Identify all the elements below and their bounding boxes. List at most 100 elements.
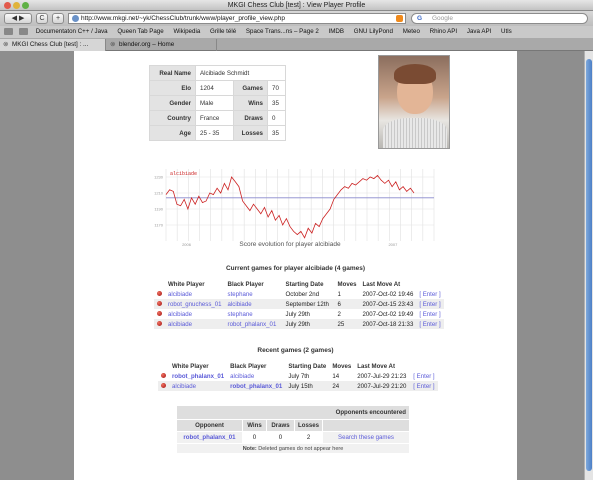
browser-toolbar: ◀ ▶ C + http://www.mkgi.net/~yk/ChessClu…: [0, 11, 593, 26]
y-tick-label: 1230: [154, 175, 164, 180]
white-player-link[interactable]: alcibiade: [168, 310, 193, 318]
back-forward-buttons[interactable]: ◀ ▶: [4, 13, 32, 24]
age-label: Age: [149, 125, 196, 141]
close-window-icon[interactable]: [4, 2, 11, 9]
black-player-link[interactable]: robot_phalanx_01: [227, 320, 277, 328]
enter-game-link[interactable]: [ Enter ]: [419, 300, 441, 308]
enter-cell[interactable]: [ Enter ]: [416, 309, 443, 319]
enter-game-link[interactable]: [ Enter ]: [413, 382, 435, 390]
bookmark-item[interactable]: Rhino API: [429, 28, 458, 35]
opponent-cell[interactable]: robot_phalanx_01: [176, 431, 243, 444]
white-player-link[interactable]: robot_gnuchess_01: [168, 300, 222, 308]
add-bookmark-button[interactable]: +: [52, 13, 64, 24]
opponent-link[interactable]: robot_phalanx_01: [183, 434, 236, 441]
white-player-link[interactable]: alcibiade: [168, 290, 193, 298]
reload-button[interactable]: C: [36, 13, 48, 24]
search-engine-icon[interactable]: G: [417, 15, 423, 22]
bookmarks-bar: Documentaton C++ / Java Queen Tab Page W…: [0, 26, 593, 38]
tab-bar: ⊗ MKGI Chess Club [test] : ... ⊗ blender…: [0, 38, 593, 51]
white-player-cell[interactable]: robot_gnuchess_01: [165, 299, 225, 309]
white-player-cell[interactable]: robot_phalanx_01: [169, 371, 227, 381]
opponents-table: Opponents encountered Opponent Wins Draw…: [176, 405, 410, 454]
moves-cell: 1: [337, 290, 341, 298]
bookmark-item[interactable]: Documentaton C++ / Java: [35, 28, 108, 35]
black-player-cell[interactable]: alcibiade: [224, 299, 283, 309]
back-arrow-icon[interactable]: ◀: [11, 15, 18, 22]
black-player-link[interactable]: alcibiade: [227, 300, 252, 308]
bookmarks-grid-icon[interactable]: [19, 27, 28, 35]
search-games-link[interactable]: Search these games: [338, 434, 394, 441]
address-bar[interactable]: http://www.mkgi.net/~yk/ChessClub/trunk/…: [68, 13, 406, 24]
enter-cell[interactable]: [ Enter ]: [410, 381, 438, 391]
moves-cell: 6: [334, 299, 360, 309]
enter-cell[interactable]: [ Enter ]: [416, 299, 444, 309]
search-games-cell[interactable]: Search these games: [322, 431, 410, 444]
enter-game-link[interactable]: [ Enter ]: [419, 290, 441, 298]
search-input[interactable]: G Google: [411, 13, 588, 24]
bookmark-item[interactable]: Queen Tab Page: [117, 28, 164, 35]
enter-game-link[interactable]: [ Enter ]: [419, 310, 441, 318]
white-player-cell[interactable]: alcibiade: [165, 319, 225, 329]
close-tab-icon[interactable]: ⊗: [3, 41, 9, 48]
black-player-cell[interactable]: stephane: [225, 289, 283, 299]
black-player-link[interactable]: stephane: [227, 310, 253, 318]
tab-chess-club[interactable]: ⊗ MKGI Chess Club [test] : ...: [0, 39, 106, 51]
column-header: Opponent: [176, 419, 243, 432]
real-name-value: Alcibiade Schmidt: [195, 65, 286, 81]
white-player-cell[interactable]: alcibiade: [165, 289, 225, 299]
black-player-link[interactable]: stephane: [227, 290, 253, 298]
black-player-link[interactable]: robot_phalanx_01: [230, 382, 283, 390]
enter-cell[interactable]: [ Enter ]: [416, 289, 443, 299]
black-player-link[interactable]: alcibiade: [230, 372, 255, 380]
bookmark-item[interactable]: Java API: [466, 28, 492, 35]
bookmark-item[interactable]: IMDB: [328, 28, 344, 35]
bookmark-item[interactable]: Utls: [501, 28, 512, 35]
column-header: Black Player: [230, 362, 267, 370]
rss-feed-icon[interactable]: [396, 15, 403, 22]
black-player-cell[interactable]: alcibiade: [227, 371, 285, 381]
table-row: alcibiade stephane July 29th 2 2007-Oct-…: [154, 309, 444, 319]
scrollbar-thumb[interactable]: [586, 59, 592, 471]
white-player-link[interactable]: alcibiade: [168, 320, 193, 328]
game-status-icon: [154, 299, 165, 309]
zoom-window-icon[interactable]: [22, 2, 29, 9]
white-player-link[interactable]: alcibiade: [172, 382, 197, 390]
black-player-cell[interactable]: stephane: [225, 309, 283, 319]
y-tick-label: 1170: [154, 223, 163, 228]
enter-cell[interactable]: [ Enter ]: [416, 319, 444, 329]
table-row: alcibiade robot_phalanx_01 July 15th 24 …: [158, 381, 438, 391]
draws-label: Draws: [233, 110, 268, 126]
white-player-link[interactable]: robot_phalanx_01: [172, 372, 225, 380]
note-text: Deleted games do not appear here: [258, 445, 344, 452]
black-player-cell[interactable]: robot_phalanx_01: [224, 319, 283, 329]
forward-arrow-icon[interactable]: ▶: [18, 15, 25, 22]
tab-blender[interactable]: ⊗ blender.org – Home: [107, 39, 217, 51]
site-favicon: [72, 15, 79, 22]
bookmarks-book-icon[interactable]: [4, 27, 13, 35]
bookmark-item[interactable]: Space Trans...ns – Page 2: [245, 28, 319, 35]
column-header: Starting Date: [285, 280, 324, 288]
bookmark-item[interactable]: GNU LilyPond: [353, 28, 393, 35]
bookmark-item[interactable]: Wikipedia: [173, 28, 201, 35]
vertical-scrollbar[interactable]: [584, 51, 593, 480]
close-tab-icon[interactable]: ⊗: [110, 41, 116, 48]
enter-game-link[interactable]: [ Enter ]: [413, 372, 435, 380]
enter-cell[interactable]: [ Enter ]: [410, 371, 437, 381]
window-title: MKGI Chess Club [test] : View Player Pro…: [227, 2, 366, 9]
enter-game-link[interactable]: [ Enter ]: [419, 320, 441, 328]
age-value: 25 - 35: [195, 125, 234, 141]
bookmark-item[interactable]: Meteo: [402, 28, 420, 35]
bookmark-item[interactable]: Grille télé: [210, 28, 237, 35]
column-header: Wins: [242, 419, 267, 432]
column-header: Last Move At: [362, 280, 401, 288]
table-row: robot_phalanx_01 alcibiade July 7th 14 2…: [158, 371, 438, 381]
white-player-cell[interactable]: alcibiade: [169, 381, 228, 391]
start-date-cell: July 7th: [288, 372, 310, 380]
column-header: Draws: [266, 419, 295, 432]
black-player-cell[interactable]: robot_phalanx_01: [227, 381, 286, 391]
profile-table: Real Name Alcibiade Schmidt Elo 1204 Gam…: [149, 65, 286, 141]
white-player-cell[interactable]: alcibiade: [165, 309, 225, 319]
series-label: alcibiade: [170, 171, 197, 177]
elo-label: Elo: [149, 80, 196, 96]
minimize-window-icon[interactable]: [13, 2, 20, 9]
